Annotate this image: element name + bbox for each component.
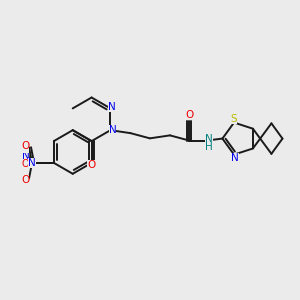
Text: O: O (185, 110, 194, 121)
Text: H: H (206, 142, 213, 152)
Text: O: O (21, 175, 29, 185)
Text: O: O (21, 141, 29, 151)
Text: N: N (206, 134, 213, 144)
Text: S: S (231, 114, 237, 124)
Text: O: O (22, 159, 29, 169)
Text: O: O (88, 160, 96, 170)
Text: N: N (231, 153, 239, 163)
Text: N: N (108, 102, 115, 112)
Text: N: N (109, 125, 116, 135)
Text: O: O (22, 143, 29, 153)
Text: N: N (28, 158, 36, 168)
Text: N: N (22, 151, 29, 161)
